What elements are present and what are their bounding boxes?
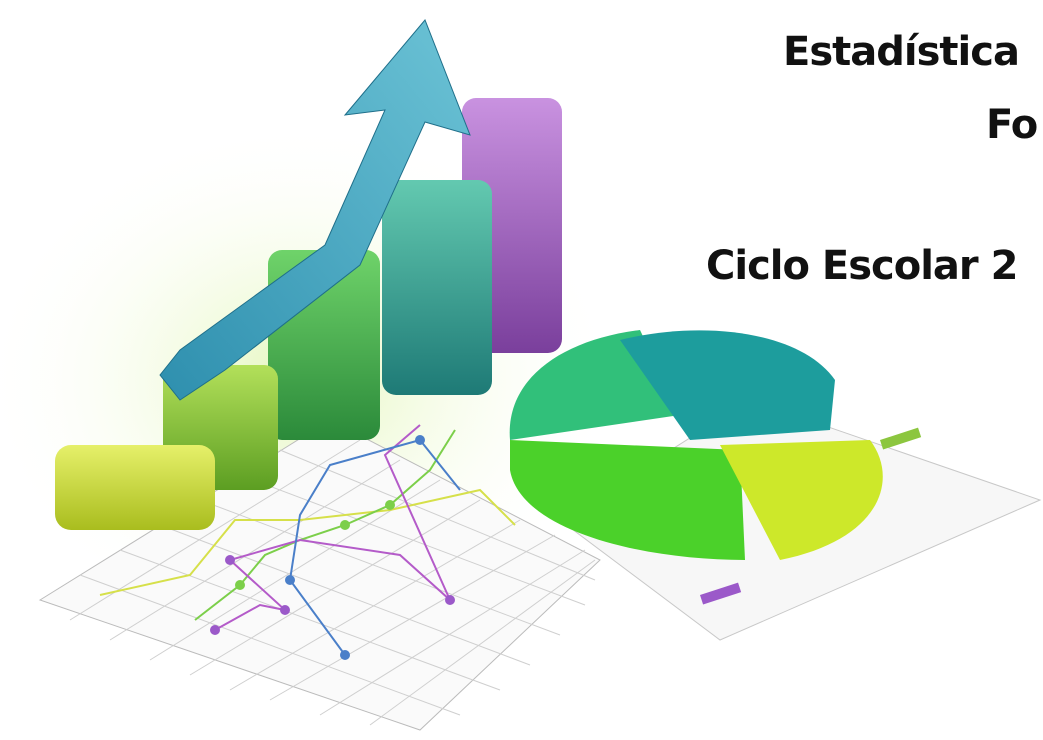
line-plots <box>99 424 516 660</box>
arrow <box>159 19 471 401</box>
title-line-1: Estadística <box>783 29 1019 75</box>
pie <box>509 330 883 560</box>
title-line-2: Fo <box>986 102 1037 148</box>
title-line-3: Ciclo Escolar 2 <box>706 243 1017 289</box>
